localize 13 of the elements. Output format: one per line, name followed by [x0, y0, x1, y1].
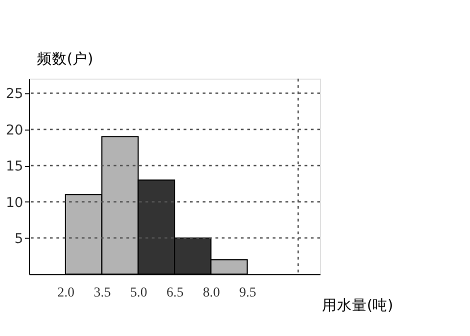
y-tick-label: 10 [6, 194, 24, 211]
x-axis-title: 用水量(吨) [322, 297, 394, 314]
y-tick-label: 25 [6, 86, 24, 102]
y-tick-label: 5 [14, 230, 24, 247]
y-tick-label: 15 [6, 158, 24, 175]
y-axis-title: 频数(户) [36, 50, 94, 68]
x-tick-label: 8.0 [202, 284, 220, 300]
x-tick-label: 2.0 [57, 284, 75, 300]
x-tick-label: 5.0 [130, 284, 148, 300]
x-tick-label: 3.5 [94, 284, 111, 300]
x-tick-label: 6.5 [166, 284, 184, 300]
y-tick-label: 20 [6, 122, 24, 138]
x-tick-label: 9.5 [239, 284, 256, 300]
